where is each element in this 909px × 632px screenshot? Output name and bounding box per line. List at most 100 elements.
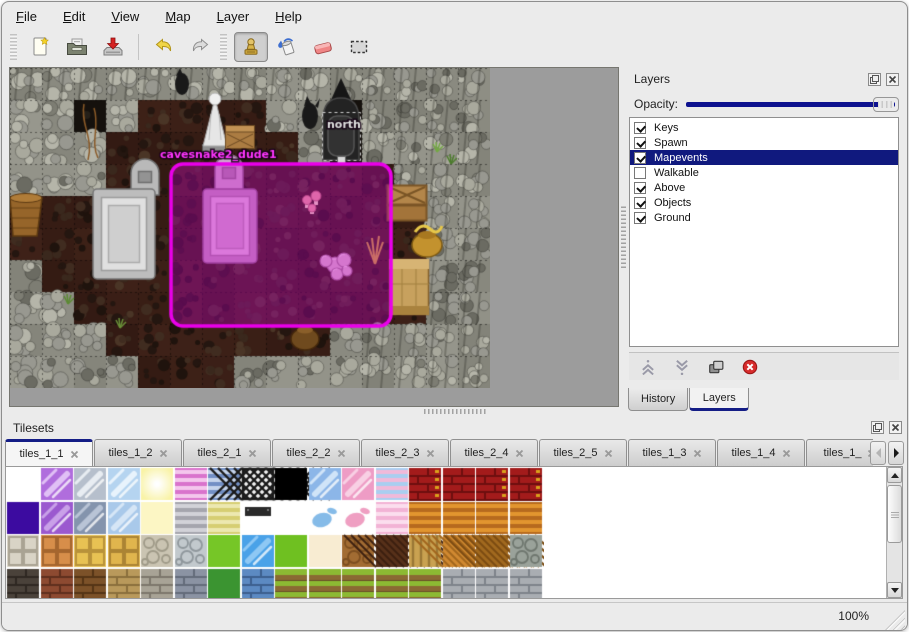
close-tab-button[interactable] bbox=[159, 449, 168, 458]
layer-row-above[interactable]: Above bbox=[630, 180, 898, 195]
tileset-tab-tiles_2_1[interactable]: tiles_2_1 bbox=[183, 439, 271, 466]
opacity-slider-handle[interactable] bbox=[873, 96, 899, 112]
tileset-tab-label: tiles_2_3 bbox=[375, 447, 420, 459]
close-tab-button[interactable] bbox=[782, 449, 791, 458]
layer-row-mapevents[interactable]: Mapevents bbox=[630, 150, 898, 165]
tileset-tab-tiles_1_[interactable]: tiles_1_ bbox=[806, 439, 873, 466]
save-icon bbox=[103, 37, 123, 56]
tileset-tab-tiles_1_3[interactable]: tiles_1_3 bbox=[628, 439, 716, 466]
new-file-button[interactable] bbox=[24, 32, 58, 62]
layer-visibility-checkbox[interactable] bbox=[634, 196, 646, 209]
select-icon bbox=[350, 40, 368, 54]
float-panel-button[interactable] bbox=[867, 72, 881, 86]
palette-scrollbar[interactable] bbox=[886, 467, 902, 598]
map-canvas[interactable] bbox=[10, 68, 490, 388]
layer-visibility-checkbox[interactable] bbox=[634, 151, 646, 164]
layer-list: Keys Spawn Mapevents Walkable Above Objects Gr… bbox=[629, 117, 899, 347]
layer-name: Keys bbox=[654, 121, 679, 134]
menu-item-view[interactable]: View bbox=[111, 8, 140, 24]
menu-bar: File Edit View Map Layer Help bbox=[2, 2, 907, 28]
eraser-tool-button[interactable] bbox=[306, 32, 340, 62]
fill-icon bbox=[278, 38, 295, 56]
open-icon bbox=[67, 38, 87, 55]
tileset-tab-tiles_2_5[interactable]: tiles_2_5 bbox=[539, 439, 627, 466]
scroll-tabs-left-button[interactable] bbox=[870, 441, 886, 465]
tabx-icon bbox=[426, 449, 434, 457]
layer-visibility-checkbox[interactable] bbox=[634, 121, 646, 134]
save-file-button[interactable] bbox=[96, 32, 130, 62]
tab-history[interactable]: History bbox=[628, 388, 689, 411]
delete-icon bbox=[742, 359, 758, 374]
duplicate-icon bbox=[709, 360, 724, 373]
float-icon bbox=[870, 421, 884, 434]
redo-button[interactable] bbox=[183, 32, 217, 62]
scroll-tabs-right-button[interactable] bbox=[888, 441, 904, 465]
close-panel-button[interactable] bbox=[885, 72, 899, 86]
close-tab-button[interactable] bbox=[337, 449, 346, 458]
layer-row-objects[interactable]: Objects bbox=[630, 195, 898, 210]
tileset-tab-tiles_2_2[interactable]: tiles_2_2 bbox=[272, 439, 360, 466]
tab-scroll-arrows bbox=[870, 441, 904, 465]
layer-row-walkable[interactable]: Walkable bbox=[630, 165, 898, 180]
tabx-icon bbox=[515, 449, 523, 457]
toolbar-drag-handle[interactable] bbox=[10, 34, 17, 60]
layer-name: Above bbox=[654, 181, 686, 194]
layer-row-spawn[interactable]: Spawn bbox=[630, 135, 898, 150]
menu-item-help[interactable]: Help bbox=[275, 8, 302, 24]
tileset-tab-label: tiles_2_5 bbox=[553, 447, 598, 459]
layer-name: Walkable bbox=[654, 166, 699, 179]
toolbar-drag-handle[interactable] bbox=[220, 34, 227, 60]
float-panel-button[interactable] bbox=[870, 421, 884, 434]
layer-visibility-checkbox[interactable] bbox=[634, 181, 646, 194]
tileset-tab-tiles_2_4[interactable]: tiles_2_4 bbox=[450, 439, 538, 466]
opacity-slider[interactable] bbox=[686, 96, 899, 112]
tabx-icon bbox=[604, 449, 612, 457]
scrollbar-thumb[interactable] bbox=[887, 485, 902, 543]
layer-visibility-checkbox[interactable] bbox=[634, 136, 646, 149]
tileset-tab-tiles_1_4[interactable]: tiles_1_4 bbox=[717, 439, 805, 466]
resize-grip[interactable] bbox=[885, 610, 905, 630]
lower-layer-button[interactable] bbox=[671, 357, 693, 377]
vertical-splitter[interactable] bbox=[619, 67, 628, 407]
dock-tabs: History Layers bbox=[628, 388, 750, 412]
new-icon bbox=[33, 36, 49, 56]
tileset-palette-canvas[interactable] bbox=[6, 467, 544, 598]
close-panel-button[interactable] bbox=[888, 421, 902, 434]
scroll-down-button[interactable] bbox=[887, 582, 902, 598]
close-tab-button[interactable] bbox=[426, 449, 435, 458]
layer-row-keys[interactable]: Keys bbox=[630, 120, 898, 135]
layer-row-ground[interactable]: Ground bbox=[630, 210, 898, 225]
scroll-up-button[interactable] bbox=[887, 467, 902, 483]
toolbar bbox=[2, 28, 907, 66]
redo-icon bbox=[192, 38, 209, 52]
raise-layer-button[interactable] bbox=[637, 357, 659, 377]
stamp-tool-button[interactable] bbox=[234, 32, 268, 62]
horizontal-splitter[interactable] bbox=[2, 407, 907, 416]
menu-item-file[interactable]: File bbox=[16, 8, 37, 24]
close-tab-button[interactable] bbox=[248, 449, 257, 458]
close-tab-button[interactable] bbox=[604, 449, 613, 458]
tab-layers[interactable]: Layers bbox=[689, 388, 750, 411]
menu-item-layer[interactable]: Layer bbox=[216, 8, 250, 24]
open-file-button[interactable] bbox=[60, 32, 94, 62]
layer-visibility-checkbox[interactable] bbox=[634, 166, 646, 179]
menu-item-map[interactable]: Map bbox=[165, 8, 191, 24]
close-tab-button[interactable] bbox=[70, 450, 79, 459]
layer-button-row bbox=[629, 352, 899, 380]
arrow-down-icon bbox=[890, 587, 899, 593]
close-tab-button[interactable] bbox=[693, 449, 702, 458]
tileset-tab-tiles_1_2[interactable]: tiles_1_2 bbox=[94, 439, 182, 466]
tileset-tab-tiles_2_3[interactable]: tiles_2_3 bbox=[361, 439, 449, 466]
menu-item-edit[interactable]: Edit bbox=[62, 8, 86, 24]
opacity-row: Opacity: bbox=[628, 94, 903, 114]
tileset-tab-tiles_1_1[interactable]: tiles_1_1 bbox=[5, 439, 93, 466]
close-tab-button[interactable] bbox=[515, 449, 524, 458]
fill-tool-button[interactable] bbox=[270, 32, 304, 62]
delete-layer-button[interactable] bbox=[739, 357, 761, 377]
rect-select-tool-button[interactable] bbox=[342, 32, 376, 62]
duplicate-layer-button[interactable] bbox=[705, 357, 727, 377]
undo-button[interactable] bbox=[147, 32, 181, 62]
layer-visibility-checkbox[interactable] bbox=[634, 211, 646, 224]
tabx-icon bbox=[70, 450, 78, 458]
splitter-grip bbox=[423, 409, 486, 414]
